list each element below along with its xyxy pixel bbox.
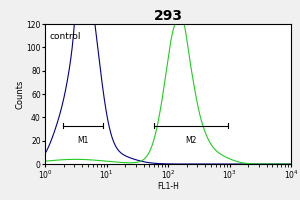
Text: M2: M2: [186, 136, 197, 145]
Text: control: control: [50, 32, 81, 41]
Y-axis label: Counts: Counts: [16, 79, 25, 109]
Title: 293: 293: [154, 9, 182, 23]
X-axis label: FL1-H: FL1-H: [157, 182, 179, 191]
Text: M1: M1: [78, 136, 89, 145]
